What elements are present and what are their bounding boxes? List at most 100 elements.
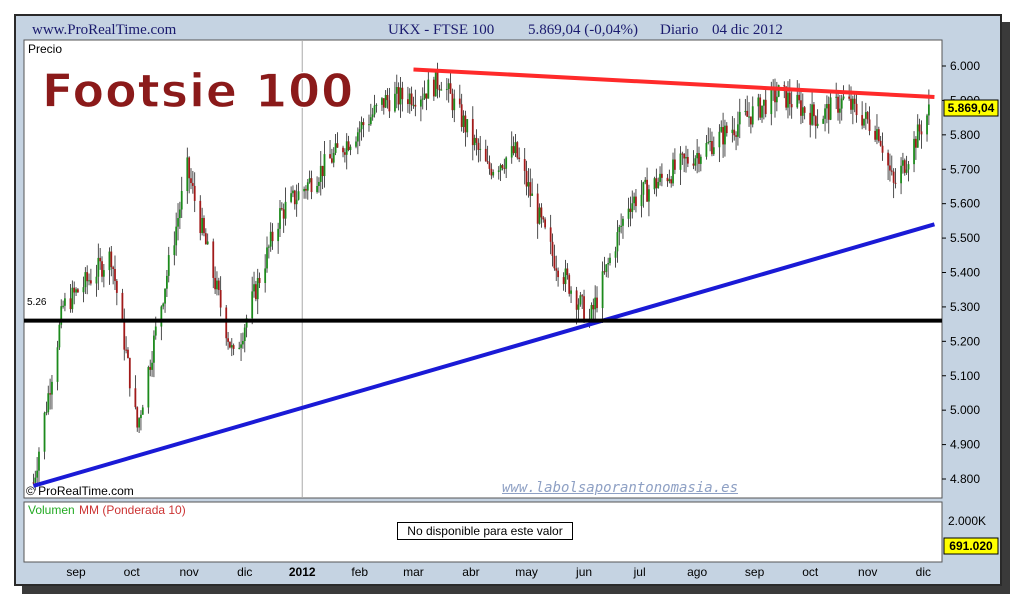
candle-body xyxy=(618,226,621,233)
candle-body xyxy=(902,160,904,166)
candle-body xyxy=(245,318,248,328)
candle-body xyxy=(121,292,124,320)
candle-body xyxy=(408,93,411,105)
candle-body xyxy=(292,190,294,194)
candle-body xyxy=(425,93,428,99)
candle-body xyxy=(837,96,839,113)
last-price-box xyxy=(943,99,999,117)
candle-body xyxy=(419,99,422,107)
candle-body xyxy=(69,298,72,310)
candle-body xyxy=(490,168,493,176)
candle-body xyxy=(102,270,105,277)
candle-body xyxy=(877,129,880,141)
candle-body xyxy=(445,88,448,90)
candle-body xyxy=(254,284,257,300)
candle-body xyxy=(290,193,293,202)
candle-body xyxy=(97,257,100,277)
candle-body xyxy=(447,83,450,89)
candle-body xyxy=(903,160,906,173)
candle-body xyxy=(879,140,882,146)
volume-value-box xyxy=(943,537,999,555)
candle-body xyxy=(603,271,606,273)
candle-body xyxy=(853,98,856,104)
candle-body xyxy=(269,231,272,247)
candle-body xyxy=(699,156,702,164)
candle-body xyxy=(926,115,928,135)
candle-body xyxy=(722,127,724,145)
candle-body xyxy=(397,87,400,105)
candle-body xyxy=(204,233,207,245)
candle-body xyxy=(356,132,359,142)
candle-body xyxy=(375,104,378,106)
x-axis: sep oct nov dic 2012 feb mar abr may jun jul ago sep… xyxy=(66,565,931,579)
candle-body xyxy=(764,99,767,115)
candle-body xyxy=(514,142,517,154)
candle-body xyxy=(838,108,841,113)
candle-body xyxy=(542,217,545,220)
candle-body xyxy=(683,153,686,159)
candle-body xyxy=(609,257,611,264)
candle-body xyxy=(783,85,786,87)
candle-body xyxy=(36,470,39,478)
watermark[interactable]: www.labolsaporantonomasia.es xyxy=(502,480,739,496)
candle-body xyxy=(851,98,854,110)
candle-body xyxy=(86,272,89,282)
x-tick-label: mar xyxy=(403,565,424,579)
candle-body xyxy=(631,203,634,212)
candle-body xyxy=(177,218,179,227)
candle-body xyxy=(166,275,168,289)
candle-body xyxy=(308,178,311,183)
candle-body xyxy=(256,277,259,300)
candle-body xyxy=(323,154,326,177)
candle-body xyxy=(95,276,98,284)
candle-body xyxy=(540,207,543,218)
candles xyxy=(32,62,930,491)
candle-body xyxy=(920,131,923,135)
candle-body xyxy=(492,172,495,176)
candle-body xyxy=(564,268,567,285)
x-tick-label: sep xyxy=(66,565,86,579)
candle-body xyxy=(762,99,765,106)
candle-body xyxy=(440,89,443,91)
candle-body xyxy=(505,157,508,169)
candle-body xyxy=(749,116,752,125)
candle-body xyxy=(438,88,441,91)
y-tick-label: 5.000 xyxy=(950,403,980,417)
y-tick-label: 5.400 xyxy=(950,266,980,280)
big-title: Footsie 100 xyxy=(42,64,354,118)
candle-body xyxy=(232,345,235,349)
site-name[interactable]: www.ProRealTime.com xyxy=(32,22,177,38)
x-tick-label: abr xyxy=(462,565,479,579)
support-line xyxy=(32,222,935,488)
candle-body xyxy=(217,280,220,291)
volume-label: Volumen xyxy=(28,503,75,517)
candle-body xyxy=(549,227,552,242)
candle-body xyxy=(151,362,153,370)
candle-body xyxy=(705,142,708,157)
volume-axis-label: 2.000K xyxy=(948,514,986,528)
candle-body xyxy=(219,290,222,308)
candle-body xyxy=(622,218,624,226)
candle-body xyxy=(642,182,645,195)
candle-body xyxy=(451,93,454,111)
candle-body xyxy=(744,110,747,112)
candle-body xyxy=(123,319,126,350)
candle-body xyxy=(733,129,736,136)
candle-body xyxy=(811,104,813,125)
candle-body xyxy=(258,277,261,283)
candle-body xyxy=(108,251,111,271)
candle-body xyxy=(644,179,647,183)
candle-body xyxy=(306,182,309,191)
candle-body xyxy=(516,142,519,158)
candle-body xyxy=(737,124,739,137)
candle-body xyxy=(894,182,897,184)
candle-body xyxy=(101,261,103,277)
candle-body xyxy=(501,165,504,168)
candle-body xyxy=(99,257,102,262)
candle-body xyxy=(251,291,254,319)
candle-body xyxy=(282,209,285,219)
candle-body xyxy=(449,83,452,94)
y-axis: 6.0005.9005.8005.7005.6005.5005.4005.300… xyxy=(942,59,980,486)
candle-body xyxy=(134,388,137,408)
candle-body xyxy=(149,367,152,370)
